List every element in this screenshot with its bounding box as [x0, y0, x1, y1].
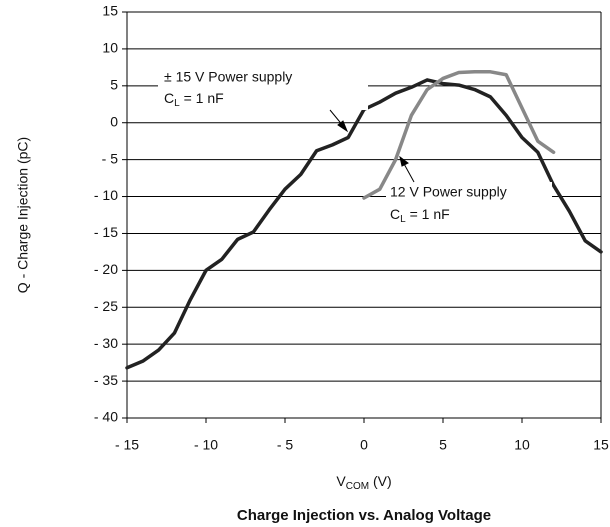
annotation: CL = 1 nF: [164, 90, 224, 109]
annotation: 12 V Power supply: [390, 184, 507, 200]
x-tick-label: 15: [593, 437, 609, 453]
x-axis-label: VCOM (V): [336, 473, 391, 492]
series-line: [362, 70, 556, 200]
y-tick-label: 0: [110, 113, 118, 129]
arrows: [329, 109, 415, 183]
annotation-bg: [386, 182, 552, 226]
y-tick-label: - 10: [94, 187, 118, 203]
x-tick-label: - 10: [194, 437, 218, 453]
annotation-bg: [158, 66, 368, 110]
y-tick-label: 5: [110, 77, 118, 93]
y-tick-label: - 15: [94, 224, 118, 240]
x-tick-label: - 15: [115, 437, 139, 453]
x-tick-label: 10: [514, 437, 530, 453]
annotation: CL = 1 nF: [390, 206, 450, 225]
y-tick-label: 10: [102, 40, 118, 56]
x-tick-label: 0: [360, 437, 368, 453]
y-tick-label: - 20: [94, 261, 118, 277]
y-tick-label: - 25: [94, 298, 118, 314]
y-axis-label: Q - Charge Injection (pC): [15, 137, 31, 293]
y-tick-label: - 5: [102, 150, 119, 166]
y-tick-label: - 35: [94, 372, 118, 388]
y-tick-label: - 40: [94, 409, 118, 425]
x-tick-label: - 5: [277, 437, 294, 453]
y-tick-label: - 30: [94, 335, 118, 351]
chart-title: Charge Injection vs. Analog Voltage: [237, 507, 491, 524]
x-tick-label: 5: [439, 437, 447, 453]
annotation: ± 15 V Power supply: [164, 69, 292, 85]
y-tick-label: 15: [102, 3, 118, 19]
